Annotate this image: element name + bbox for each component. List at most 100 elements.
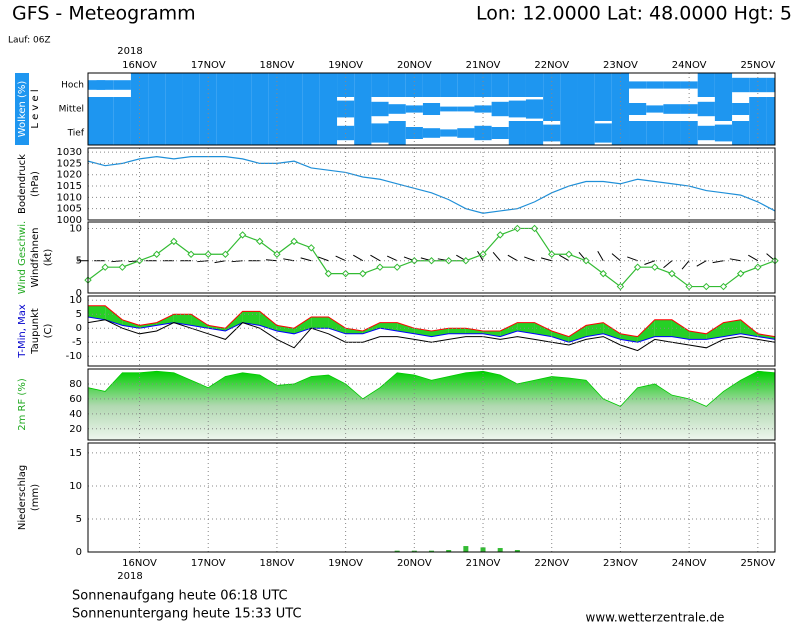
cloud-cell (388, 104, 406, 114)
wind-marker (393, 263, 401, 271)
wind-marker (221, 250, 230, 258)
cloud-cell (148, 121, 166, 145)
level-label: Hoch (61, 81, 84, 91)
cloud-cell (319, 97, 338, 121)
cloud-cell (577, 121, 595, 145)
temp-band (500, 322, 518, 337)
cloud-cell (594, 97, 612, 121)
x-tick-label: 22NOV (534, 558, 569, 569)
cloud-cell (525, 99, 544, 119)
temp-band (225, 311, 243, 331)
cloud-cell (629, 103, 647, 115)
cloud-cell (714, 97, 733, 121)
y-axis-label: (C) (43, 324, 54, 339)
wind-marker (187, 250, 195, 258)
wind-barb (559, 254, 570, 262)
cloud-cell (560, 97, 578, 121)
cloud-cell (371, 101, 389, 117)
temp-band (345, 328, 363, 334)
wind-marker (736, 269, 745, 278)
y-tick-label: 5 (76, 256, 82, 267)
cloud-cell (354, 97, 372, 121)
cloud-cell (594, 73, 612, 97)
x-tick-label: 20NOV (397, 558, 432, 569)
wind-barb (696, 260, 707, 267)
location: Lon: 12.0000 Lat: 48.0000 Hgt: 5 (476, 3, 792, 25)
cloud-cell (508, 121, 526, 145)
sunrise: Sonnenaufgang heute 06:18 UTC (72, 589, 288, 604)
temp-band (757, 333, 775, 340)
year-bottom: 2018 (117, 571, 142, 582)
y-axis-label: (kt) (43, 249, 54, 267)
y-tick-label: 5 (76, 514, 82, 525)
temp-band (88, 305, 106, 320)
panel-frame (87, 72, 776, 146)
wind-marker (359, 269, 367, 278)
wind-barb (681, 260, 690, 270)
sunset: Sonnenuntergang heute 15:33 UTC (72, 607, 302, 622)
humidity-area (87, 370, 776, 441)
cloud-cell (165, 73, 183, 97)
wind-barb (335, 255, 346, 262)
temp-band (242, 311, 260, 326)
cloud-cell (457, 73, 475, 97)
temp-band (122, 319, 140, 329)
x-tick-label: 16NOV (122, 60, 157, 71)
temp-band (654, 319, 672, 337)
y-axis-label: 2m RF (%) (17, 378, 28, 431)
y-tick-label: 20 (69, 424, 82, 435)
wind-marker (565, 250, 573, 258)
wind-barb (507, 254, 518, 262)
temp-band (603, 322, 621, 340)
panel-frame (87, 221, 776, 294)
y-tick-label: 0 (76, 288, 82, 299)
temp-line (87, 316, 776, 343)
cloud-cell (440, 73, 458, 97)
x-tick-label: 24NOV (672, 558, 707, 569)
cloud-cell (629, 121, 647, 145)
y-axis-label: Wolken (%) (17, 81, 28, 138)
y-tick-label: 10 (69, 481, 82, 492)
temp-band (483, 331, 501, 337)
level-label: Tief (67, 129, 85, 139)
wind-marker (324, 269, 333, 278)
y-tick-label: 10 (69, 223, 82, 234)
cloud-cell (354, 73, 372, 97)
cloud-cell (302, 121, 320, 145)
panel-frame (87, 147, 776, 221)
y-axis-label: T-Min, Max (17, 304, 28, 359)
x-tick-label: 23NOV (603, 558, 638, 569)
cloud-cell (216, 97, 234, 121)
cloud-cell (319, 73, 338, 97)
cloud-cell (96, 80, 114, 90)
wind-marker (513, 224, 522, 233)
temp-band (448, 328, 466, 334)
x-tick-label: 19NOV (328, 60, 363, 71)
temp-band (259, 311, 277, 331)
y-tick-label: 80 (69, 379, 82, 390)
cloud-cell (732, 77, 750, 93)
cloud-cell (216, 121, 234, 145)
y-tick-label: 10 (69, 295, 82, 306)
cloud-cell (646, 81, 664, 89)
cloud-cell (233, 121, 252, 145)
x-tick-label: 19NOV (328, 558, 363, 569)
y-axis-label: Wind Geschwi. (17, 221, 28, 294)
wind-marker (462, 257, 470, 265)
y-tick-label: 15 (69, 448, 82, 459)
wind-barb (748, 254, 759, 262)
y-tick-label: 1005 (57, 204, 82, 215)
x-tick-label: 22NOV (534, 60, 569, 71)
x-tick-label: 18NOV (260, 60, 295, 71)
cloud-cell (508, 73, 526, 97)
x-tick-label: 25NOV (740, 60, 775, 71)
run: Lauf: 06Z (8, 36, 51, 46)
cloud-cell (371, 73, 389, 97)
title: GFS - Meteogramm (12, 3, 196, 25)
cloud-cell (457, 106, 475, 112)
cloud-cell (233, 97, 252, 121)
cloud-cell (766, 121, 775, 145)
cloud-cell (732, 103, 750, 115)
cloud-cell (525, 73, 544, 97)
wind-barb (540, 257, 552, 262)
